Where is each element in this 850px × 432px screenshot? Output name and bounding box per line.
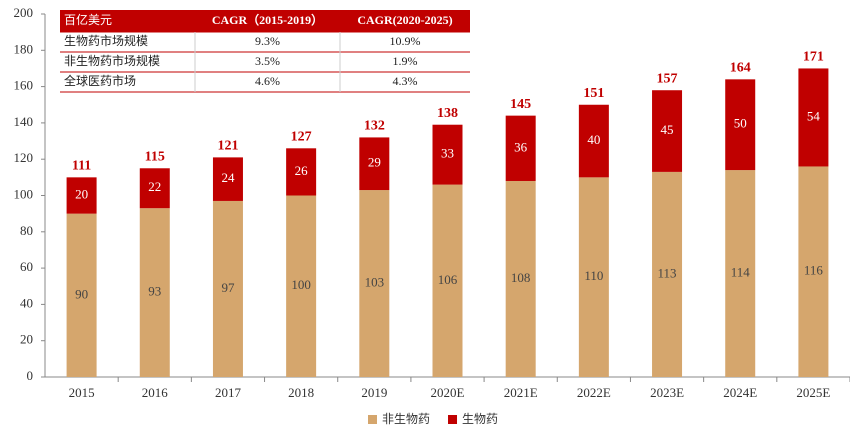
- segment-label: 113: [658, 265, 677, 280]
- y-tick-label: 40: [20, 295, 33, 310]
- total-label: 132: [364, 119, 385, 134]
- bar-segment: [212, 157, 243, 201]
- segment-label: 103: [365, 275, 385, 290]
- legend-swatch: [448, 415, 458, 424]
- segment-label: 45: [661, 122, 674, 137]
- segment-label: 90: [75, 286, 88, 301]
- table-cell: 4.6%: [255, 74, 280, 88]
- segment-label: 40: [587, 132, 600, 147]
- table-body-bg: [60, 32, 470, 92]
- segment-label: 100: [291, 277, 311, 292]
- table-cell: 9.3%: [255, 34, 280, 48]
- segment-label: 97: [221, 280, 235, 295]
- bar-segment: [359, 137, 390, 191]
- x-tick-label: 2020E: [431, 385, 465, 400]
- legend-swatch: [368, 415, 377, 424]
- total-label: 111: [72, 159, 91, 174]
- bar-segment: [286, 148, 317, 196]
- bar-segment: [286, 195, 317, 377]
- y-tick-label: 120: [14, 150, 34, 165]
- y-tick-label: 0: [27, 368, 34, 383]
- x-tick-label: 2018: [288, 385, 314, 400]
- segment-label: 114: [731, 265, 751, 280]
- x-tick-label: 2015: [69, 385, 95, 400]
- total-label: 157: [657, 71, 678, 86]
- bar-segment: [432, 184, 463, 377]
- y-tick-label: 80: [20, 223, 33, 238]
- table-header-bg: [60, 10, 470, 32]
- bar-segment: [578, 104, 609, 178]
- legend-label: 非生物药: [382, 412, 430, 426]
- y-tick-label: 160: [14, 78, 34, 93]
- bar-segment: [359, 190, 390, 377]
- y-tick-label: 140: [14, 114, 34, 129]
- segment-label: 54: [807, 108, 821, 123]
- table-header-cell: CAGR（2015-2019）: [212, 12, 323, 27]
- bar-segment: [725, 170, 756, 377]
- total-label: 164: [730, 61, 751, 76]
- table-cell: 1.9%: [393, 54, 418, 68]
- table-cell: 4.3%: [393, 74, 418, 88]
- x-tick-label: 2025E: [796, 385, 830, 400]
- segment-label: 29: [368, 155, 381, 170]
- segment-label: 108: [511, 270, 531, 285]
- x-tick-label: 2022E: [577, 385, 611, 400]
- segment-label: 26: [295, 163, 309, 178]
- bar-segment: [66, 177, 97, 214]
- y-tick-label: 60: [20, 259, 33, 274]
- segment-label: 36: [514, 139, 528, 154]
- bar-segment: [139, 208, 170, 377]
- total-label: 121: [217, 139, 238, 154]
- bar-segment: [505, 180, 536, 377]
- table-header-cell: CAGR(2020-2025): [357, 13, 452, 27]
- segment-label: 110: [584, 268, 603, 283]
- bar-segment: [66, 213, 97, 377]
- table-cell: 非生物药市场规模: [64, 53, 160, 68]
- table-cell: 10.9%: [390, 34, 421, 48]
- bar-segment: [212, 200, 243, 377]
- x-tick-label: 2024E: [723, 385, 757, 400]
- table-cell: 生物药市场规模: [64, 33, 148, 48]
- bar-segment: [652, 90, 683, 172]
- segment-label: 116: [804, 263, 824, 278]
- x-tick-label: 2021E: [504, 385, 538, 400]
- bar-segment: [578, 177, 609, 377]
- legend-label: 生物药: [462, 412, 498, 426]
- total-label: 171: [803, 50, 824, 65]
- segment-label: 93: [148, 284, 161, 299]
- table-cell: 3.5%: [255, 54, 280, 68]
- total-label: 151: [583, 86, 604, 101]
- bar-segment: [725, 79, 756, 171]
- segment-label: 22: [148, 179, 161, 194]
- table-header-cell: 百亿美元: [64, 12, 112, 27]
- bar-segment: [432, 124, 463, 185]
- total-label: 115: [145, 149, 165, 164]
- y-tick-label: 200: [14, 5, 34, 20]
- total-label: 145: [510, 97, 531, 112]
- bar-segment: [798, 68, 829, 167]
- total-label: 138: [437, 106, 458, 121]
- y-tick-label: 100: [14, 186, 34, 201]
- segment-label: 20: [75, 186, 88, 201]
- y-tick-label: 180: [14, 41, 34, 56]
- x-tick-label: 2023E: [650, 385, 684, 400]
- segment-label: 24: [221, 170, 235, 185]
- bar-segment: [139, 168, 170, 209]
- y-tick-label: 20: [20, 332, 33, 347]
- segment-label: 33: [441, 146, 454, 161]
- cagr-table: 百亿美元 CAGR（2015-2019） CAGR(2020-2025) 生物药市场规…: [60, 10, 470, 93]
- x-tick-label: 2016: [142, 385, 169, 400]
- segment-label: 50: [734, 116, 747, 131]
- total-label: 127: [291, 130, 312, 145]
- bar-segment: [505, 115, 536, 181]
- table-cell: 全球医药市场: [64, 73, 136, 88]
- x-tick-label: 2019: [361, 385, 387, 400]
- x-tick-label: 2017: [215, 385, 242, 400]
- segment-label: 106: [438, 272, 458, 287]
- bar-segment: [798, 166, 829, 377]
- bar-segment: [652, 171, 683, 377]
